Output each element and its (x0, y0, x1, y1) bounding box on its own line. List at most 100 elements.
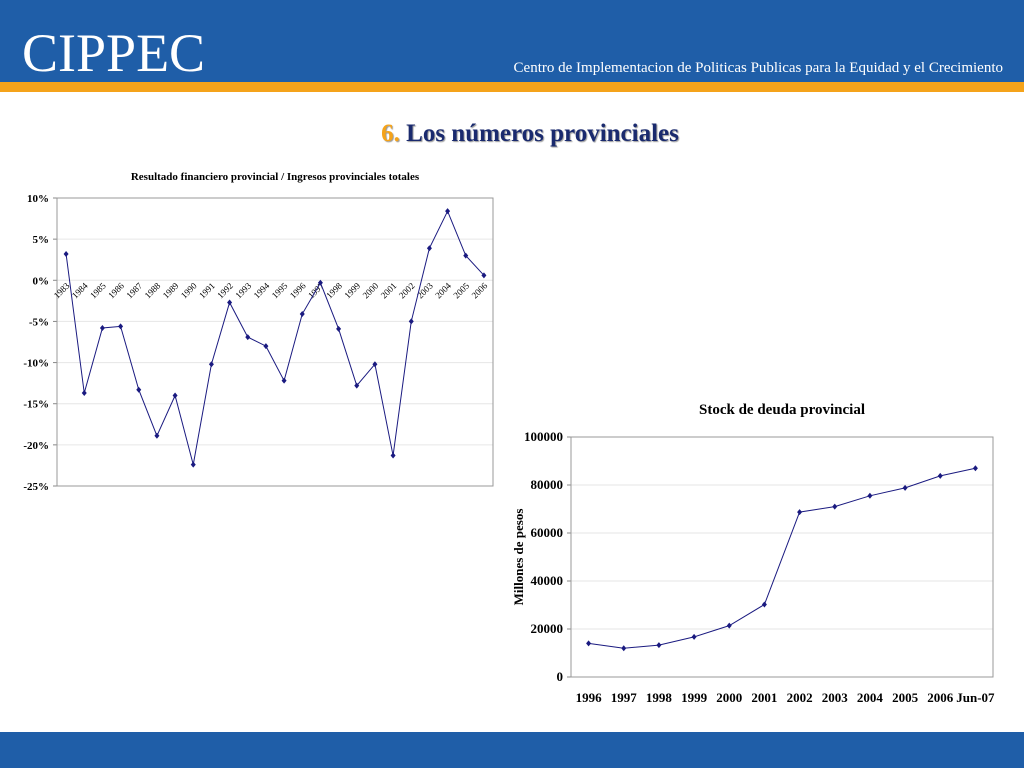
y-tick-label: 80000 (531, 477, 564, 492)
data-point (937, 472, 943, 479)
y-tick-label: 0% (33, 275, 50, 287)
x-tick-label: 1998 (646, 690, 673, 705)
data-point (621, 645, 627, 652)
footer-bar (0, 732, 1024, 768)
y-tick-label: 5% (33, 234, 50, 246)
data-point (190, 461, 196, 468)
x-tick-label: 2004 (433, 280, 453, 300)
data-point (354, 382, 360, 389)
data-point (281, 377, 287, 384)
x-tick-label: 1995 (270, 280, 290, 300)
x-tick-label: 1990 (179, 280, 199, 300)
x-tick-label: 1994 (252, 280, 272, 300)
x-tick-label: 1992 (215, 281, 235, 301)
data-point (118, 323, 124, 330)
data-point (154, 432, 160, 439)
y-tick-label: 0 (557, 669, 564, 684)
x-tick-label: 2000 (716, 690, 742, 705)
data-point (426, 245, 432, 252)
logo: CIPPEC (22, 23, 205, 83)
x-tick-label: 2005 (892, 690, 919, 705)
chart-title: Stock de deuda provincial (699, 402, 865, 418)
data-point (317, 279, 323, 286)
y-tick-label: -15% (23, 399, 49, 411)
data-point (227, 299, 233, 306)
y-tick-label: 10% (27, 193, 49, 205)
x-tick-label: 1996 (576, 690, 603, 705)
header-stripe (0, 82, 1024, 92)
plot-border (570, 436, 994, 678)
x-tick-label: 1991 (197, 281, 217, 301)
x-tick-label: 1989 (161, 280, 181, 300)
data-line (588, 467, 976, 649)
y-tick-label: 100000 (524, 429, 563, 444)
data-point (691, 633, 697, 640)
x-tick-label: Jun-07 (956, 690, 995, 705)
data-point (902, 484, 908, 491)
data-point (99, 325, 105, 332)
slide-number: 6. (381, 120, 400, 147)
x-tick-label: 1998 (324, 280, 344, 300)
chart-title: Resultado financiero provincial / Ingres… (131, 171, 420, 183)
x-tick-label: 1999 (681, 690, 708, 705)
slide-title: Los números provinciales (406, 120, 679, 147)
data-point (832, 503, 838, 510)
data-point (656, 642, 662, 649)
x-tick-label: 2006 (927, 690, 954, 705)
data-point (726, 622, 732, 629)
x-tick-label: 2004 (857, 690, 884, 705)
plot-border (56, 197, 494, 487)
y-tick-label: -25% (23, 481, 49, 493)
data-point (136, 386, 142, 393)
x-tick-label: 1993 (233, 280, 253, 300)
data-point (299, 311, 305, 318)
x-tick-label: 2003 (822, 690, 849, 705)
y-tick-label: -5% (29, 316, 49, 328)
x-tick-label: 2002 (787, 690, 813, 705)
data-point (481, 272, 487, 279)
data-point (463, 252, 469, 259)
x-tick-label: 2002 (397, 281, 417, 301)
x-tick-label: 1983 (52, 280, 72, 300)
x-tick-label: 2001 (751, 690, 777, 705)
x-tick-label: 1985 (88, 280, 108, 300)
y-tick-label: 20000 (531, 621, 564, 636)
data-point (372, 361, 378, 368)
header-bar (0, 0, 1024, 82)
data-point (797, 509, 803, 516)
data-point (761, 601, 767, 608)
y-tick-label: 40000 (531, 573, 564, 588)
x-tick-label: 1986 (106, 280, 126, 300)
x-tick-label: 1988 (143, 280, 163, 300)
x-tick-label: 1996 (288, 280, 308, 300)
data-point (390, 452, 396, 459)
x-tick-label: 1984 (70, 280, 90, 300)
data-point (245, 334, 251, 341)
data-point (172, 392, 178, 399)
x-tick-label: 2000 (361, 280, 381, 300)
x-tick-label: 2006 (470, 280, 490, 300)
data-line (65, 209, 485, 465)
y-tick-label: -10% (23, 358, 49, 370)
x-tick-label: 2005 (451, 280, 471, 300)
data-point (867, 492, 873, 499)
data-point (263, 343, 269, 350)
x-tick-label: 1997 (611, 690, 638, 705)
data-point (63, 250, 69, 257)
header-subtitle: Centro de Implementacion de Politicas Pu… (514, 60, 1003, 76)
data-point (81, 390, 87, 397)
data-point (972, 465, 978, 472)
y-tick-label: -20% (23, 440, 49, 452)
data-point (586, 640, 592, 647)
x-tick-label: 1999 (342, 280, 362, 300)
data-point (336, 325, 342, 332)
slide-heading: 6. Los números provinciales (381, 120, 679, 147)
x-tick-label: 1987 (124, 280, 144, 300)
y-axis-label: Millones de pesos (511, 509, 526, 606)
x-tick-label: 2003 (415, 280, 435, 300)
data-point (408, 318, 414, 325)
x-tick-label: 2001 (379, 281, 399, 301)
data-point (445, 208, 451, 215)
